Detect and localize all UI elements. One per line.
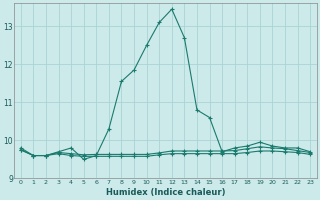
- X-axis label: Humidex (Indice chaleur): Humidex (Indice chaleur): [106, 188, 225, 197]
